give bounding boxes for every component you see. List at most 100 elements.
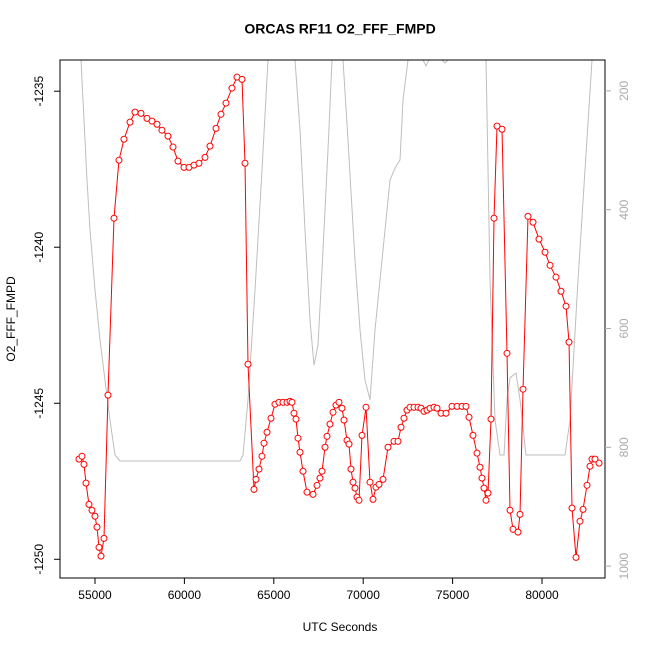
x-tick-label: 55000	[78, 588, 112, 602]
data-point	[340, 416, 348, 424]
data-point	[250, 485, 258, 493]
data-point	[267, 414, 275, 422]
data-point	[562, 302, 570, 310]
data-point	[201, 153, 209, 161]
data-point	[366, 478, 374, 486]
data-point	[228, 84, 236, 92]
data-point	[158, 126, 166, 134]
data-point	[462, 402, 470, 410]
data-point	[478, 474, 486, 482]
data-point	[137, 109, 145, 117]
y-axis-label: O2_FFF_FMPD	[4, 276, 18, 362]
data-point	[351, 484, 359, 492]
data-point	[591, 455, 599, 463]
data-point	[394, 437, 402, 445]
data-point	[195, 159, 203, 167]
data-point	[290, 409, 298, 417]
data-point	[80, 460, 88, 468]
data-point	[296, 448, 304, 456]
data-point	[384, 443, 392, 451]
data-point	[120, 135, 128, 143]
data-point	[238, 75, 246, 83]
data-point	[292, 415, 300, 423]
y2-tick-label: 800	[617, 437, 631, 457]
y2-tick-label: 1000	[617, 552, 631, 579]
data-point	[358, 431, 366, 439]
data-point	[318, 467, 326, 475]
data-point	[490, 214, 498, 222]
data-point	[326, 420, 334, 428]
data-point	[369, 495, 377, 503]
x-tick-label: 60000	[168, 588, 202, 602]
data-point	[91, 512, 99, 520]
data-point	[568, 504, 576, 512]
data-point	[303, 488, 311, 496]
data-point	[222, 99, 230, 107]
data-point	[148, 117, 156, 125]
data-point	[97, 552, 105, 560]
data-point	[379, 475, 387, 483]
data-point	[164, 132, 172, 140]
series-line	[80, 60, 593, 462]
data-point	[85, 500, 93, 508]
data-point	[375, 480, 383, 488]
data-point	[82, 479, 90, 487]
data-point	[347, 465, 355, 473]
data-point	[514, 528, 522, 536]
data-point	[299, 467, 307, 475]
x-tick-label: 70000	[347, 588, 381, 602]
data-point	[252, 475, 260, 483]
data-point	[576, 517, 584, 525]
data-point	[524, 212, 532, 220]
data-point	[255, 465, 263, 473]
data-point	[552, 273, 560, 281]
chart-title: ORCAS RF11 O2_FFF_FMPD	[244, 21, 435, 37]
data-point	[309, 490, 317, 498]
data-point	[493, 122, 501, 130]
data-point	[433, 404, 441, 412]
data-point	[104, 391, 112, 399]
data-point	[88, 506, 96, 514]
data-point	[217, 110, 225, 118]
y-tick-label: -1250	[32, 544, 46, 575]
data-point	[316, 474, 324, 482]
plot-area	[75, 60, 603, 561]
data-point	[565, 338, 573, 346]
data-point	[516, 510, 524, 518]
y2-tick-label: 200	[617, 81, 631, 101]
plot-frame	[59, 59, 606, 579]
data-point	[487, 415, 495, 423]
data-point	[258, 452, 266, 460]
y-tick-label: -1235	[32, 76, 46, 107]
data-point	[482, 496, 490, 504]
data-point	[294, 434, 302, 442]
data-point	[442, 409, 450, 417]
data-point	[131, 108, 139, 116]
data-point	[595, 459, 603, 467]
data-point	[260, 439, 268, 447]
data-point	[529, 218, 537, 226]
x-tick-label: 80000	[525, 588, 559, 602]
series-line	[78, 76, 600, 558]
data-point	[583, 481, 591, 489]
data-point	[95, 543, 103, 551]
data-point	[397, 423, 405, 431]
data-point	[535, 235, 543, 243]
data-point	[484, 489, 492, 497]
y2-tick-label: 600	[617, 318, 631, 338]
data-point	[519, 385, 527, 393]
data-point	[115, 156, 123, 164]
data-point	[572, 553, 580, 561]
data-point	[263, 428, 271, 436]
data-point	[473, 449, 481, 457]
data-point	[506, 506, 514, 514]
data-point	[244, 360, 252, 368]
data-point	[169, 143, 177, 151]
data-point	[329, 408, 337, 416]
x-tick-label: 75000	[436, 588, 470, 602]
data-point	[349, 478, 357, 486]
data-point	[469, 431, 477, 439]
data-point	[498, 125, 506, 133]
